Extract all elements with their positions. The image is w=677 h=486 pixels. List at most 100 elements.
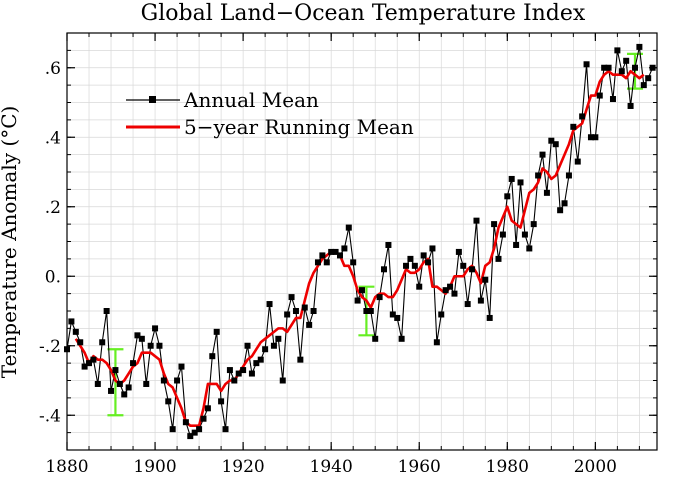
annual-mean-point [543,189,550,196]
x-tick-label: 1940 [310,457,353,477]
y-tick-label: 0. [45,267,61,287]
annual-mean-point [442,287,449,294]
annual-mean-point [72,328,79,335]
annual-mean-point [319,252,326,259]
annual-mean-point [81,363,88,370]
annual-mean-point [160,377,167,384]
annual-mean-point [191,429,198,436]
annual-mean-point [94,380,101,387]
annual-mean-point [649,64,656,71]
annual-mean-point [385,241,392,248]
annual-mean-point [248,370,255,377]
annual-mean-point [121,391,128,398]
annual-mean-point [499,231,506,238]
y-tick-label: .2 [45,198,61,218]
annual-mean-point [99,339,106,346]
annual-mean-point [354,297,361,304]
annual-mean-point [367,308,374,314]
annual-mean-point [306,321,313,328]
y-tick-label: .6 [45,59,61,79]
annual-mean-point [539,151,546,158]
annual-mean-point [178,363,185,370]
annual-mean-point [513,241,520,248]
annual-mean-point [130,360,137,367]
annual-mean-point [270,342,277,349]
annual-mean-point [226,367,233,374]
annual-mean-point [143,380,150,387]
annual-mean-point [376,294,383,301]
annual-mean-point [482,276,489,283]
annual-mean-point [614,47,621,54]
annual-mean-point [469,266,476,273]
annual-mean-point [231,377,238,384]
annual-mean-point [204,405,211,412]
annual-mean-point [601,64,608,71]
annual-mean-point [156,342,163,349]
annual-mean-point [244,342,251,349]
annual-mean-point [618,68,625,75]
annual-mean-point [460,262,467,269]
annual-mean-point [596,92,603,99]
annual-mean-point [504,193,511,200]
annual-mean-point [636,43,643,50]
plot-frame [66,32,658,451]
annual-mean-point [301,304,308,311]
annual-mean-point [350,259,357,266]
annual-mean-point [579,113,586,120]
annual-mean-point [182,419,189,426]
annual-mean-point [455,248,462,255]
annual-mean-point [508,175,515,182]
annual-mean-point [486,314,493,321]
annual-mean-point [77,339,84,346]
annual-mean-point [372,335,379,342]
annual-mean-point [447,283,454,290]
running-mean-line [74,69,645,427]
annual-mean-point [403,262,410,269]
annual-mean-point [134,332,141,339]
annual-mean-point [420,252,427,259]
annual-mean-point [297,356,304,363]
y-tick-label: -.4 [39,406,61,426]
annual-mean-point [631,64,638,71]
annual-mean-point [389,311,396,318]
annual-mean-point [587,134,594,141]
annual-mean-point [279,377,286,384]
annual-mean-point [310,308,317,314]
x-tick-label: 1960 [398,457,441,477]
axis-ticks: 1880 1900 1920 1940 1960 1980 2000 -.4 -.2 0. .2 .4… [39,33,657,477]
x-tick-label: 1900 [133,457,176,477]
x-tick-label: 1920 [221,457,264,477]
annual-mean-point [240,367,247,374]
annual-mean-point [213,328,220,335]
uncertainty-bar [107,348,124,417]
annual-mean-point [570,123,577,130]
annual-mean-point [103,308,110,314]
annual-mean-point [222,426,229,433]
annual-mean-point [90,356,97,363]
annual-mean-point [345,224,352,231]
annual-mean-point [336,252,343,259]
annual-mean-point [429,245,436,252]
annual-mean-point [323,259,330,266]
annual-mean-point [407,255,414,262]
annual-mean-point [557,207,564,214]
annual-mean-point [438,311,445,318]
annual-mean-point [433,339,440,346]
annual-mean-point [592,134,599,141]
annual-mean-point [332,248,339,255]
annual-mean-point [341,245,348,252]
legend-annual-marker [149,96,156,103]
annual-mean-point [174,377,181,384]
chart-title: Global Land−Ocean Temperature Index [141,1,586,26]
annual-mean-point [535,172,542,179]
annual-mean-point [218,398,225,405]
annual-mean-point [363,308,370,314]
annual-mean-point [491,221,498,228]
annual-mean-point [125,384,132,391]
annual-mean-point [623,57,630,64]
annual-mean-point [328,248,335,255]
legend: Annual Mean 5−year Running Mean [126,88,414,139]
annual-mean-point [200,415,207,422]
annual-mean-point [495,255,502,262]
